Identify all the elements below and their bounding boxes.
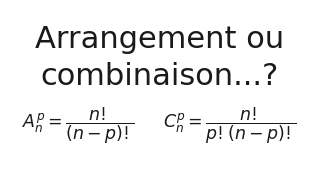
- Text: $C_n^p = \dfrac{n!}{p!(n-p)!}$: $C_n^p = \dfrac{n!}{p!(n-p)!}$: [163, 106, 297, 146]
- Text: Arrangement ou: Arrangement ou: [36, 25, 284, 54]
- Text: $A_n^p = \dfrac{n!}{(n-p)!}$: $A_n^p = \dfrac{n!}{(n-p)!}$: [21, 106, 134, 146]
- Text: combinaison...?: combinaison...?: [41, 62, 279, 91]
